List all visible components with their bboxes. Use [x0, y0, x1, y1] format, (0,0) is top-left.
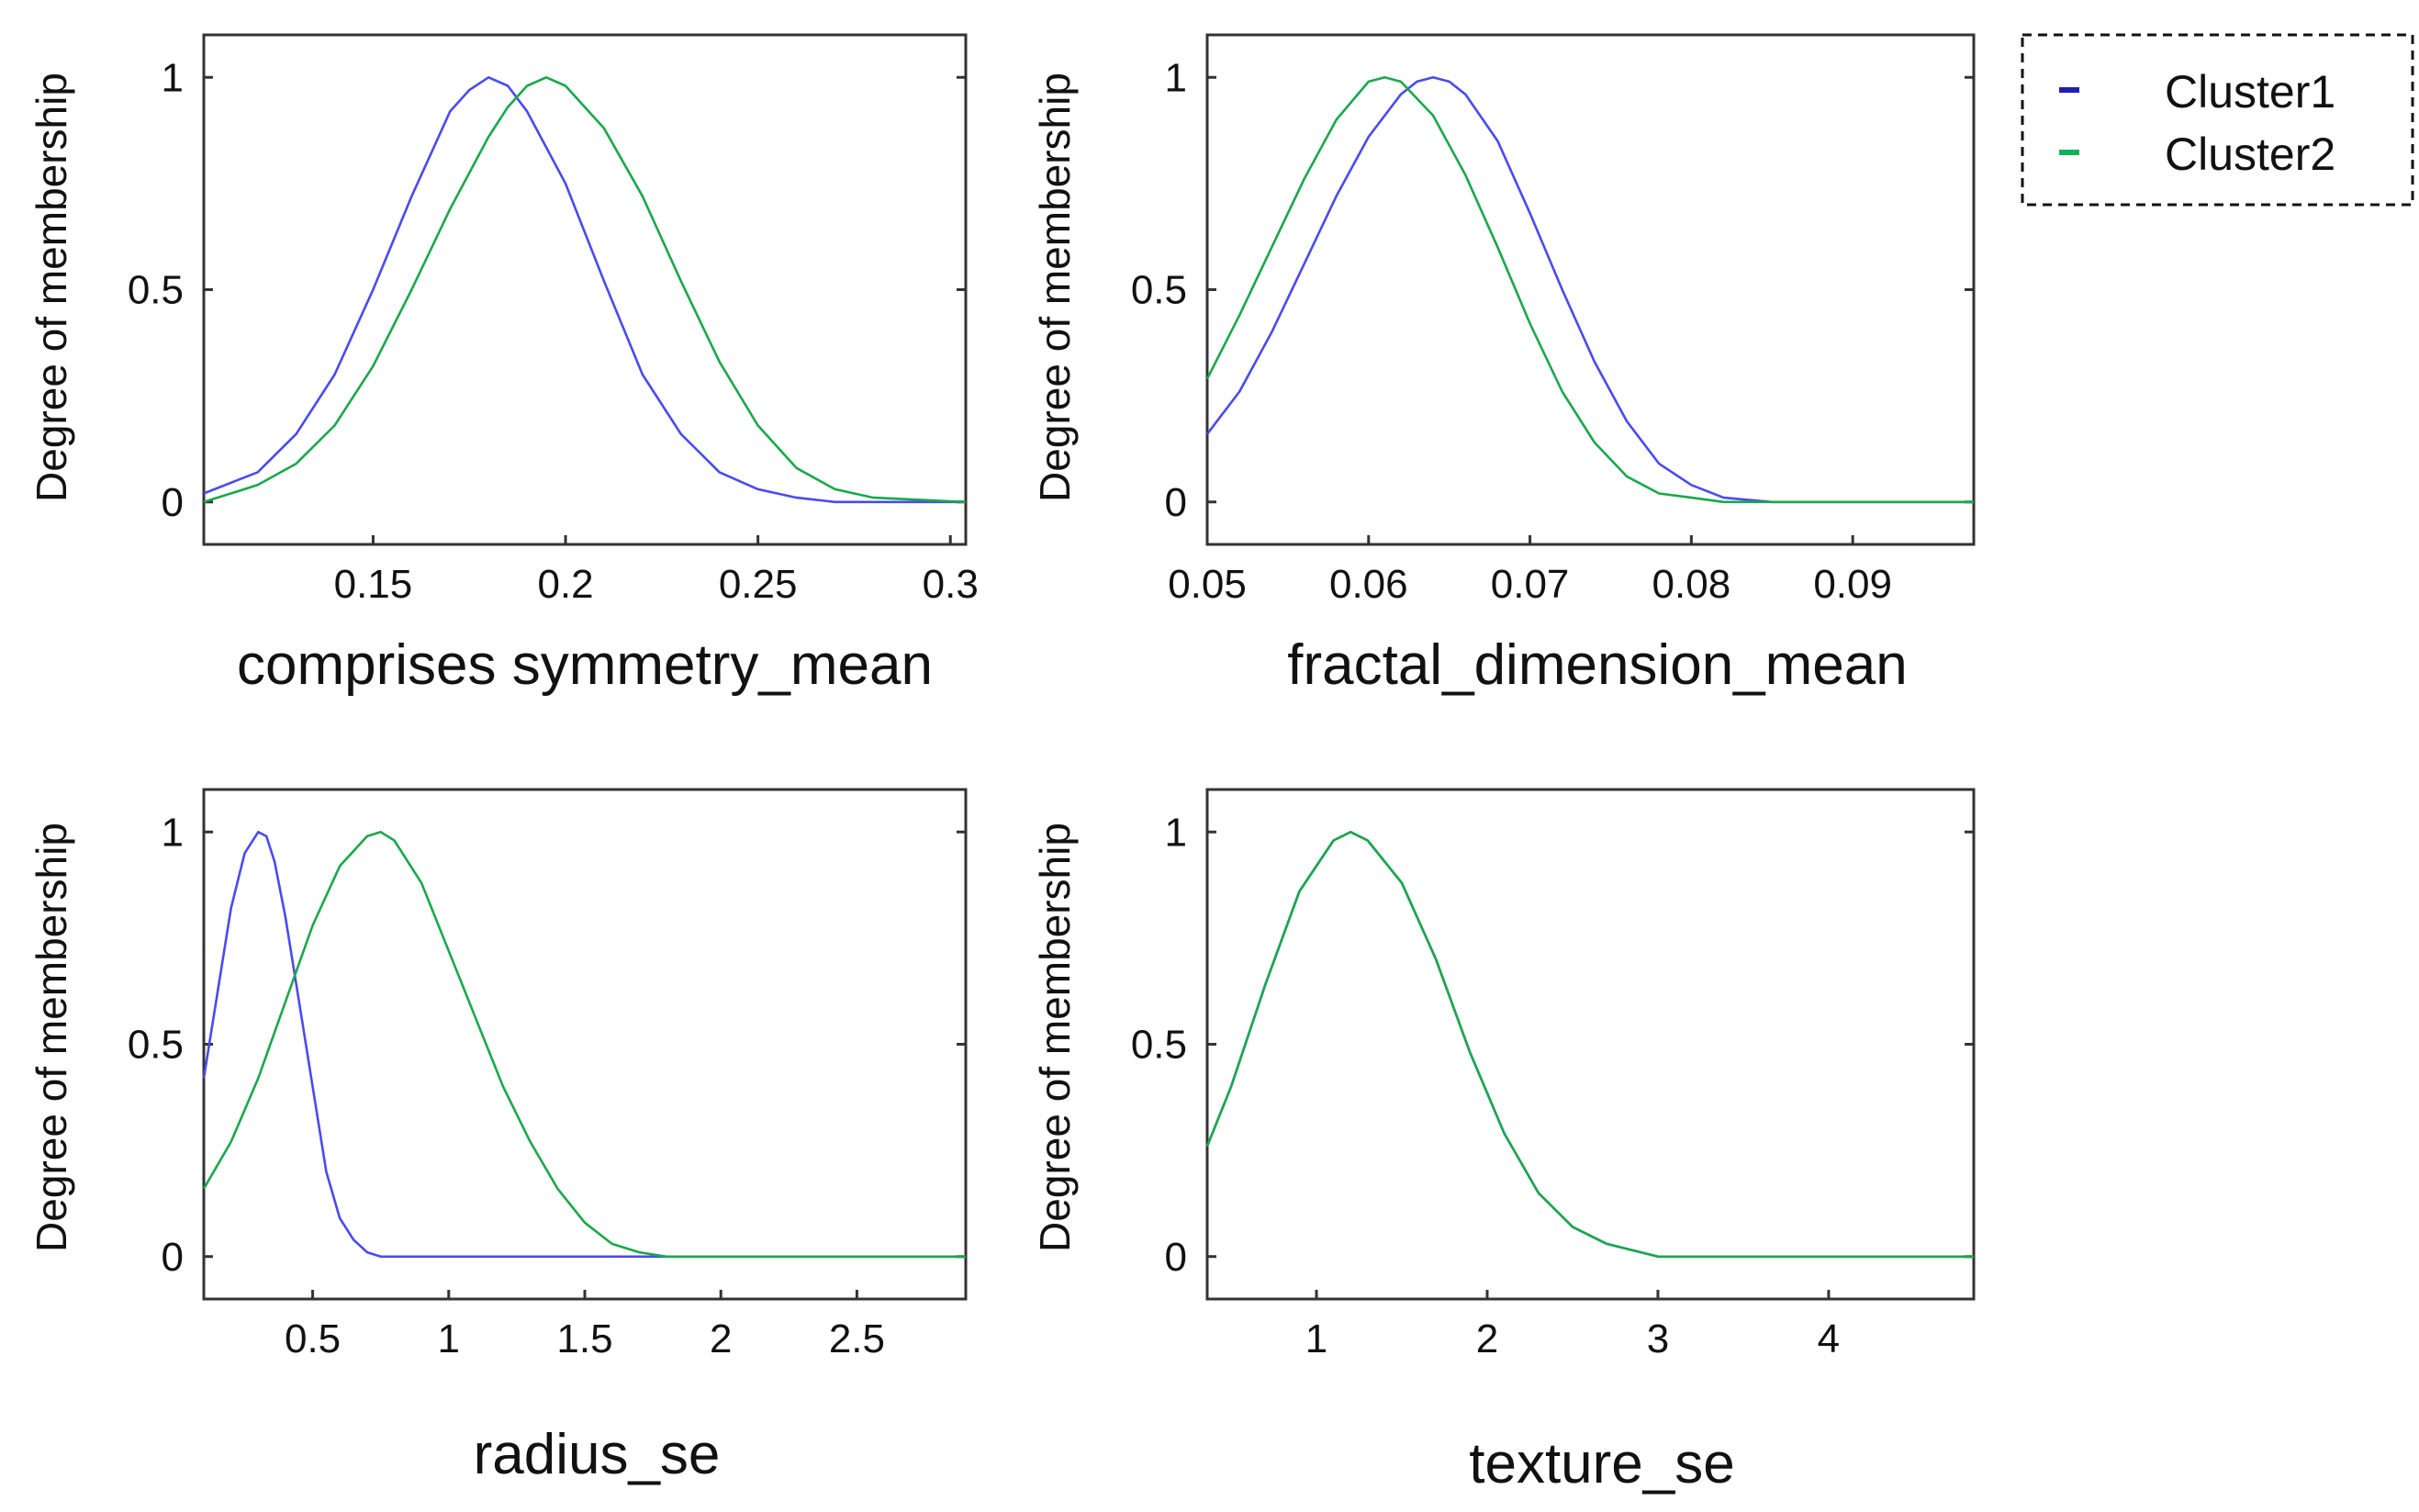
- y-axis-label: Degree of membership: [28, 73, 75, 502]
- y-tick-label: 1: [162, 55, 184, 100]
- x-tick-label: 0.3: [923, 562, 979, 607]
- subplot-texture-se: 1 2 3 4 0 0.5 1 texture_se Degree of mem…: [1031, 788, 1976, 1495]
- x-tick-label: 0.09: [1813, 562, 1892, 607]
- tick-marks: [1207, 830, 1974, 1299]
- plot-frame: [202, 33, 968, 546]
- legend-label-cluster2: Cluster2: [2165, 129, 2335, 180]
- x-tick-label: 2.5: [829, 1316, 885, 1361]
- x-axis-label: fractal_dimension_mean: [1287, 633, 1908, 697]
- y-axis-label: Degree of membership: [28, 823, 75, 1252]
- y-tick-labels: 0 0.5 1: [128, 55, 184, 525]
- x-tick-label: 0.5: [285, 1316, 341, 1361]
- plot-frame: [1205, 788, 1976, 1301]
- y-tick-label: 0: [162, 480, 184, 525]
- y-tick-label: 0.5: [128, 1023, 184, 1068]
- x-tick-label: 2: [710, 1316, 732, 1361]
- legend-box: [2021, 33, 2414, 207]
- subplot-symmetry-mean: 0.15 0.2 0.25 0.3 0 0.5 1 comprises symm…: [28, 33, 979, 697]
- y-tick-label: 0: [1165, 1235, 1187, 1280]
- series-line-cluster2: [1205, 75, 1974, 504]
- y-tick-label: 1: [1165, 810, 1187, 855]
- y-tick-labels: 0 0.5 1: [128, 810, 184, 1280]
- y-axis-label: Degree of membership: [1031, 823, 1079, 1252]
- x-tick-label: 0.15: [334, 562, 413, 607]
- y-tick-labels: 0 0.5 1: [1131, 55, 1187, 525]
- series-curves: [1205, 75, 1974, 504]
- legend: Cluster1 Cluster2: [2021, 33, 2414, 207]
- plot-frame: [1205, 33, 1976, 546]
- x-tick-label: 2: [1476, 1316, 1498, 1361]
- x-tick-labels: 1 2 3 4: [1305, 1316, 1840, 1361]
- tick-marks: [204, 830, 966, 1299]
- y-axis-label: Degree of membership: [1031, 73, 1079, 502]
- x-axis-label: texture_se: [1469, 1432, 1735, 1495]
- y-tick-label: 0.5: [128, 268, 184, 313]
- series-line-cluster2: [203, 75, 967, 504]
- y-tick-label: 0.5: [1131, 268, 1187, 313]
- x-tick-label: 1: [438, 1316, 460, 1361]
- x-axis-label: comprises symmetry_mean: [237, 633, 933, 697]
- y-tick-label: 0.5: [1131, 1023, 1187, 1068]
- series-curves: [203, 75, 967, 504]
- x-tick-labels: 0.15 0.2 0.25 0.3: [334, 562, 979, 607]
- x-tick-label: 0.08: [1652, 562, 1731, 607]
- x-tick-label: 3: [1647, 1316, 1669, 1361]
- x-tick-labels: 0.5 1 1.5 2 2.5: [285, 1316, 885, 1361]
- y-tick-label: 0: [162, 1235, 184, 1280]
- y-tick-label: 0: [1165, 480, 1187, 525]
- x-tick-labels: 0.05 0.06 0.07 0.08 0.09: [1168, 562, 1892, 607]
- series-line-cluster1: [203, 75, 966, 504]
- legend-label-cluster1: Cluster1: [2165, 66, 2335, 118]
- subplot-fractal-dimension-mean: 0.05 0.06 0.07 0.08 0.09 0 0.5 1 fractal…: [1031, 33, 1976, 697]
- series-line-cluster1: [1205, 75, 1974, 504]
- x-tick-label: 0.2: [537, 562, 593, 607]
- series-line-cluster2: [202, 830, 966, 1259]
- y-tick-label: 1: [162, 810, 184, 855]
- x-tick-label: 4: [1818, 1316, 1840, 1361]
- x-tick-label: 0.25: [719, 562, 798, 607]
- series-line-cluster2: [1205, 830, 1974, 1259]
- x-tick-label: 0.05: [1168, 562, 1247, 607]
- x-tick-label: 1.5: [556, 1316, 612, 1361]
- series-curves: [1205, 830, 1974, 1259]
- series-line-cluster1: [202, 830, 966, 1259]
- x-axis-label: radius_se: [474, 1423, 721, 1486]
- tick-marks: [204, 75, 966, 544]
- x-tick-label: 1: [1305, 1316, 1327, 1361]
- y-tick-label: 1: [1165, 55, 1187, 100]
- subplot-radius-se: 0.5 1 1.5 2 2.5 0 0.5 1 radius_se Degree…: [28, 788, 968, 1486]
- series-curves: [202, 830, 966, 1259]
- x-tick-label: 0.07: [1491, 562, 1570, 607]
- y-tick-labels: 0 0.5 1: [1131, 810, 1187, 1280]
- series-line-cluster1: [1205, 830, 1974, 1259]
- x-tick-label: 0.06: [1329, 562, 1408, 607]
